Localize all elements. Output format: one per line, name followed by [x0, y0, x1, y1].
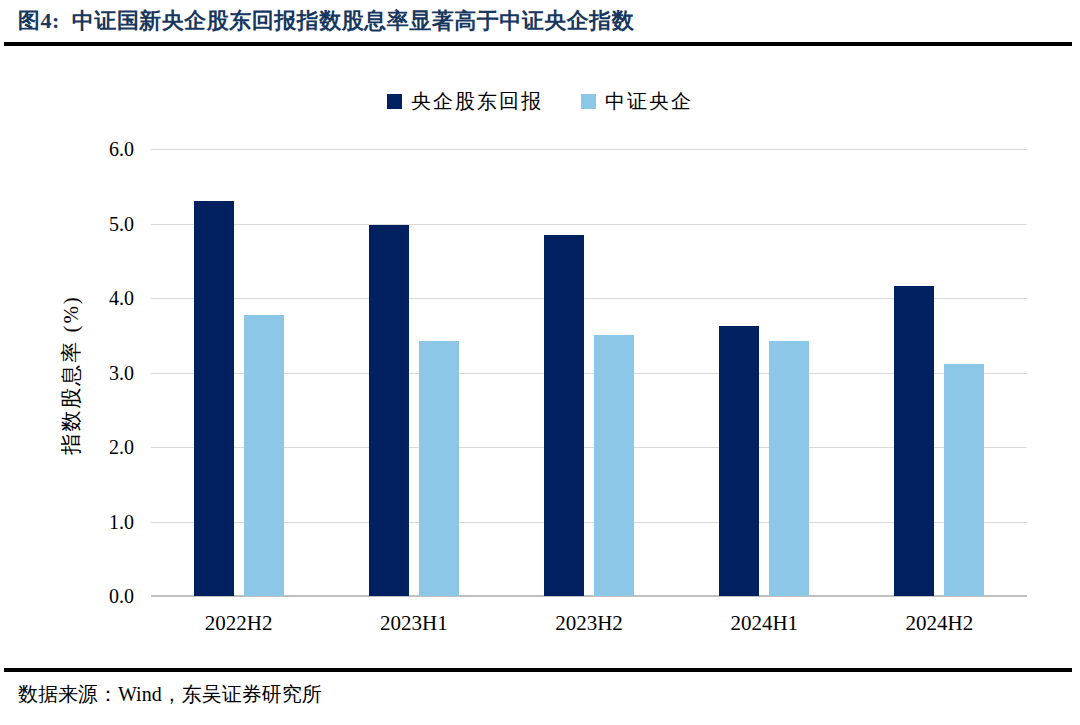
- y-tick-label: 5.0: [70, 213, 134, 235]
- figure-page: 图4: 中证国新央企股东回报指数股息率显著高于中证央企指数 央企股东回报 中证央企…: [0, 0, 1080, 725]
- y-tick-label: 3.0: [70, 362, 134, 384]
- legend-label: 央企股东回报: [411, 88, 543, 115]
- legend-item: 央企股东回报: [387, 88, 543, 115]
- legend-label: 中证央企: [605, 88, 693, 115]
- bar-央企股东回报-2023H2: [544, 235, 584, 596]
- x-tick-label: 2023H2: [501, 611, 676, 636]
- y-tick-label: 1.0: [70, 511, 134, 533]
- bar-央企股东回报-2022H2: [194, 201, 234, 596]
- x-axis-labels: 2022H22023H12023H22024H12024H2: [151, 611, 1027, 636]
- chart-legend: 央企股东回报 中证央企: [0, 88, 1080, 115]
- bar-中证央企-2023H2: [594, 335, 634, 596]
- y-tick-label: 0.0: [70, 585, 134, 607]
- bar-group-2024H2: [852, 149, 1027, 596]
- bar-央企股东回报-2024H1: [719, 326, 759, 596]
- bar-group-2022H2: [151, 149, 326, 596]
- y-tick-label: 2.0: [70, 436, 134, 458]
- y-tick-label: 4.0: [70, 287, 134, 309]
- legend-swatch: [581, 94, 596, 109]
- plot-area: [151, 149, 1027, 596]
- bar-中证央企-2024H1: [769, 341, 809, 596]
- bar-央企股东回报-2023H1: [369, 225, 409, 596]
- x-tick-label: 2024H1: [677, 611, 852, 636]
- x-tick-label: 2022H2: [151, 611, 326, 636]
- bar-group-2024H1: [677, 149, 852, 596]
- bar-group-2023H2: [501, 149, 676, 596]
- bar-中证央企-2023H1: [419, 341, 459, 596]
- title-divider: [4, 42, 1072, 46]
- y-tick-label: 6.0: [70, 138, 134, 160]
- bar-group-2023H1: [326, 149, 501, 596]
- bar-中证央企-2022H2: [244, 315, 284, 596]
- x-tick-label: 2024H2: [852, 611, 1027, 636]
- x-tick-label: 2023H1: [326, 611, 501, 636]
- source-note: 数据来源：Wind，东吴证券研究所: [18, 681, 322, 708]
- figure-title: 图4: 中证国新央企股东回报指数股息率显著高于中证央企指数: [18, 6, 634, 36]
- footer-divider: [4, 668, 1072, 672]
- bar-央企股东回报-2024H2: [894, 286, 934, 596]
- bar-中证央企-2024H2: [944, 364, 984, 596]
- legend-item: 中证央企: [581, 88, 693, 115]
- bar-series-container: [151, 149, 1027, 596]
- legend-swatch: [387, 94, 402, 109]
- y-axis-ticks: 0.01.02.03.04.05.06.0: [70, 149, 134, 596]
